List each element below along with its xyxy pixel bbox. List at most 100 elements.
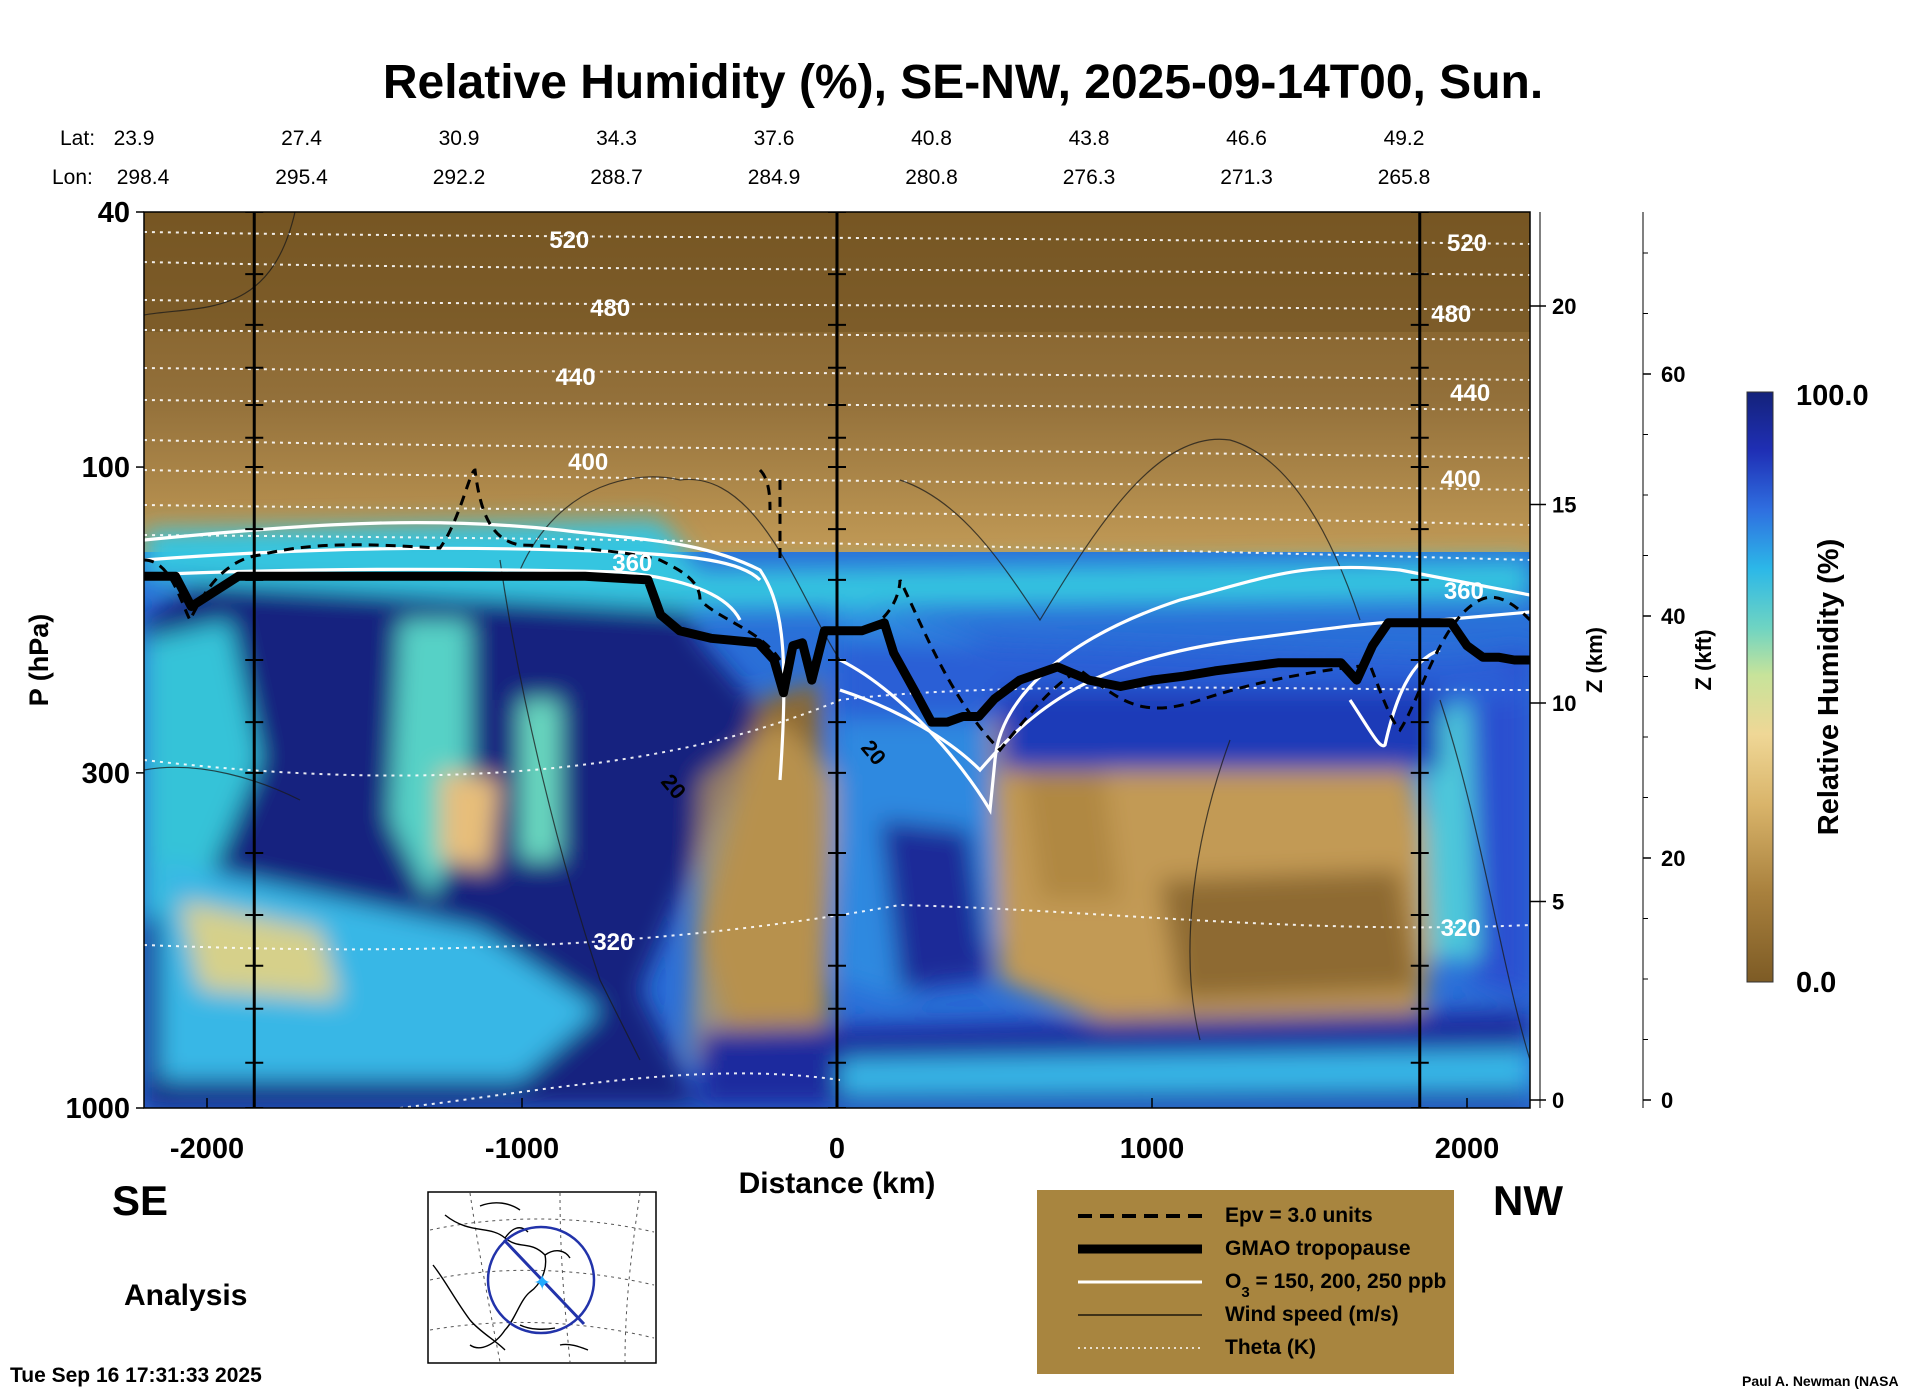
x-tick-label: 2000 — [1435, 1133, 1500, 1165]
y-tick-label: 40 — [98, 197, 130, 229]
lat-value: 27.4 — [281, 127, 322, 150]
x-tick-label: 1000 — [1120, 1133, 1185, 1165]
lon-value: 288.7 — [590, 166, 643, 189]
legend: Epv = 3.0 units GMAO tropopause O3 = 150, … — [1037, 1190, 1454, 1374]
theta-lines — [144, 231, 1530, 1108]
warm-patch-left — [180, 900, 340, 1000]
lon-value: 284.9 — [748, 166, 801, 189]
theta-label: 520 — [1447, 230, 1487, 257]
inset-map-center-icon: ✦ — [533, 1271, 551, 1296]
x-axis-label: Distance (km) — [739, 1167, 936, 1200]
wind-contour — [1439, 699, 1530, 1061]
lat-lon-header: Lat: Lon: 23.9 298.4 27.4 295.4 30.9 292.2 34.… — [52, 127, 1430, 189]
lon-value: 265.8 — [1378, 166, 1431, 189]
y-tick-label: 300 — [82, 758, 130, 790]
lat-label: Lat: — [60, 127, 95, 150]
dry-right-upper — [1020, 740, 1120, 900]
theta-line — [399, 1072, 841, 1108]
colorbar-bar — [1746, 391, 1774, 983]
epv-contour — [758, 468, 772, 511]
lon-value: 280.8 — [905, 166, 958, 189]
wind-contour — [1189, 739, 1231, 1041]
legend-label: GMAO tropopause — [1225, 1237, 1411, 1260]
colorbar: 100.0 0.0 Relative Humidity (%) — [1746, 380, 1869, 999]
ozone-contour — [144, 567, 742, 621]
timestamp: Tue Sep 16 17:31:33 2025 — [10, 1364, 262, 1387]
lon-value: 295.4 — [275, 166, 328, 189]
inset-map-transect — [502, 1238, 586, 1326]
x-tick-label: -1000 — [485, 1133, 559, 1165]
wind-contour — [144, 766, 301, 801]
dry-right-core — [1160, 870, 1420, 1000]
theta-line — [144, 903, 1530, 951]
theta-label: 440 — [1450, 380, 1490, 407]
ozone-contour — [839, 610, 1530, 773]
legend-label: Epv = 3.0 units — [1225, 1204, 1373, 1227]
z-kft-tick-label: 0 — [1661, 1088, 1673, 1113]
se-label: SE — [112, 1177, 168, 1224]
vertical-markers — [245, 212, 1429, 1108]
lon-value: 292.2 — [433, 166, 486, 189]
inset-map-range-circle — [486, 1225, 596, 1335]
upper-band-blue — [1000, 690, 1440, 770]
theta-label: 320 — [593, 929, 633, 956]
z-kft-tick-label: 20 — [1661, 846, 1685, 871]
theta-labels: 520 520 480 480 440 440 400 400 360 360 320 320 — [549, 227, 1490, 956]
x-tick-label: 0 — [829, 1133, 845, 1165]
lat-value: 37.6 — [754, 127, 795, 150]
z-km-tick-label: 15 — [1552, 493, 1576, 518]
inset-map-graticule — [429, 1192, 655, 1363]
x-axis: -2000 -1000 0 1000 2000 — [170, 1098, 1499, 1165]
z-kft-tick-label: 60 — [1661, 362, 1685, 387]
humidity-blobs — [144, 520, 1530, 1108]
theta-line — [144, 534, 1530, 561]
tropopause-belt — [144, 520, 1530, 610]
lon-value: 298.4 — [117, 166, 170, 189]
y-tick-label: 1000 — [65, 1093, 130, 1125]
theta-line — [144, 686, 1530, 777]
theta-label: 360 — [1444, 578, 1484, 605]
lat-value: 30.9 — [439, 127, 480, 150]
ozone-contour — [144, 520, 786, 781]
nw-label: NW — [1493, 1177, 1563, 1224]
z-km-tick-label: 0 — [1552, 1088, 1564, 1113]
lat-value: 23.9 — [114, 127, 155, 150]
boundary-layer-cyan — [840, 1050, 1530, 1095]
lat-value: 46.6 — [1226, 127, 1267, 150]
lon-value: 276.3 — [1063, 166, 1116, 189]
theta-label: 320 — [1441, 915, 1481, 942]
lat-value: 49.2 — [1384, 127, 1425, 150]
epv-contours — [144, 468, 1530, 753]
y-axis: 40 100 300 1000 — [65, 197, 144, 1125]
lon-label: Lon: — [52, 166, 93, 189]
z-kft-axis-label: Z (kft) — [1691, 629, 1716, 690]
inset-map: ✦ — [427, 1191, 657, 1364]
z-kft-tick-label: 40 — [1661, 604, 1685, 629]
x-tick-label: -2000 — [170, 1133, 244, 1165]
theta-label: 480 — [1431, 301, 1471, 328]
theta-label: 440 — [556, 364, 596, 391]
epv-contour — [144, 468, 782, 661]
tropopause-line — [144, 571, 1530, 727]
z-km-axis-label: Z (km) — [1582, 627, 1607, 693]
inset-map-coastlines — [432, 1202, 589, 1351]
legend-label: Wind speed (m/s) — [1225, 1303, 1399, 1326]
colorbar-min-label: 0.0 — [1796, 967, 1836, 999]
z-km-tick-label: 20 — [1552, 294, 1576, 319]
z-km-axis: 0 5 10 15 20 — [1530, 212, 1576, 1113]
colorbar-title: Relative Humidity (%) — [1813, 539, 1845, 836]
warm-patch-left2 — [440, 770, 500, 870]
ozone-contour — [144, 546, 762, 582]
lat-value: 43.8 — [1069, 127, 1110, 150]
wind-contours — [144, 212, 1530, 1061]
theta-label: 400 — [568, 449, 608, 476]
lat-value: 34.3 — [596, 127, 637, 150]
epv-contour — [835, 579, 1530, 753]
lat-value: 40.8 — [911, 127, 952, 150]
wind-contour — [519, 476, 841, 661]
colorbar-max-label: 100.0 — [1796, 380, 1869, 412]
y-tick-label: 100 — [82, 452, 130, 484]
theta-label: 520 — [549, 227, 589, 254]
